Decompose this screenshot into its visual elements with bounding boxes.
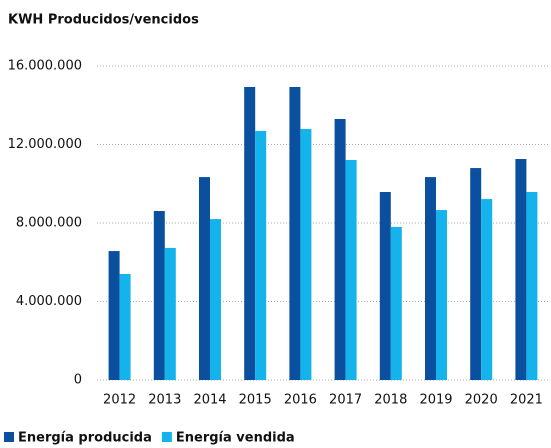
bar — [436, 210, 447, 380]
x-tick-label: 2021 — [510, 393, 543, 408]
x-tick-label: 2014 — [193, 393, 226, 408]
legend-label: Energía producida — [18, 431, 152, 446]
x-tick-label: 2016 — [284, 393, 317, 408]
bar — [289, 86, 301, 380]
bar — [379, 191, 391, 380]
y-tick-label: 16.000.000 — [8, 59, 82, 74]
legend-swatch — [4, 432, 14, 442]
bar — [164, 247, 176, 380]
x-tick-label: 2020 — [465, 393, 498, 408]
bar — [481, 199, 493, 380]
x-tick-label: 2019 — [419, 393, 452, 408]
x-tick-label: 2017 — [329, 393, 362, 408]
bar — [345, 160, 357, 380]
legend-label: Energía vendida — [176, 431, 295, 446]
bar — [526, 191, 538, 380]
x-tick-label: 2018 — [374, 393, 407, 408]
x-tick-label: 2013 — [148, 393, 181, 408]
x-tick-label: 2015 — [239, 393, 272, 408]
y-tick-label: 4.000.000 — [16, 294, 82, 309]
y-tick-label: 0 — [74, 373, 82, 388]
bar — [244, 86, 256, 380]
chart-title: KWH Producidos/vencidos — [8, 13, 199, 28]
bar — [199, 177, 210, 380]
bar — [119, 274, 131, 380]
bar — [210, 219, 221, 380]
bar — [255, 130, 267, 380]
legend-swatch — [161, 432, 172, 442]
bar — [515, 159, 527, 380]
bar — [470, 168, 482, 380]
bar — [300, 128, 312, 380]
bar — [153, 211, 165, 380]
x-tick-label: 2012 — [103, 393, 136, 408]
bar — [390, 226, 402, 380]
bar — [334, 118, 346, 381]
y-tick-label: 12.000.000 — [8, 137, 82, 152]
bar — [108, 251, 120, 380]
y-tick-label: 8.000.000 — [16, 216, 82, 231]
bar — [425, 177, 436, 380]
